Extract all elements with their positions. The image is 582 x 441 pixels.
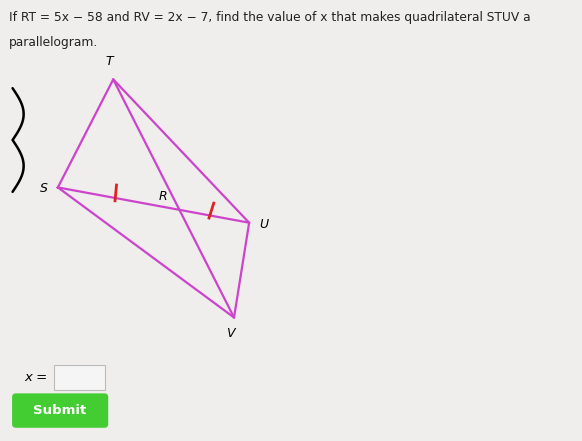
Text: S: S xyxy=(40,182,48,195)
Text: x =: x = xyxy=(24,370,47,384)
Text: Submit: Submit xyxy=(33,404,87,417)
FancyBboxPatch shape xyxy=(12,393,108,428)
Text: parallelogram.: parallelogram. xyxy=(9,36,98,49)
Text: T: T xyxy=(106,56,113,68)
Text: R: R xyxy=(158,190,167,203)
Text: U: U xyxy=(259,217,268,231)
Text: V: V xyxy=(226,327,235,340)
Text: If RT = 5x − 58 and RV = 2x − 7, find the value of x that makes quadrilateral ST: If RT = 5x − 58 and RV = 2x − 7, find th… xyxy=(9,11,531,24)
FancyBboxPatch shape xyxy=(54,365,105,390)
